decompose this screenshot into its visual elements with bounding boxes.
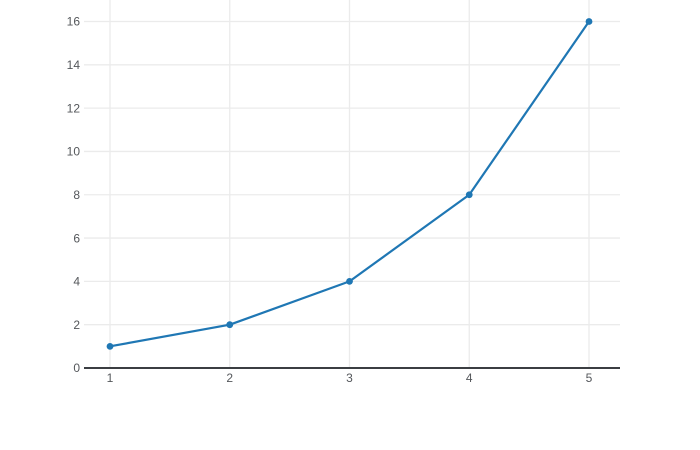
y-tick-label: 2 <box>73 318 80 332</box>
data-point-marker[interactable] <box>226 321 234 329</box>
data-point-marker[interactable] <box>585 18 593 25</box>
y-tick-label: 16 <box>67 15 81 29</box>
y-tick-label: 10 <box>67 145 81 159</box>
data-point-marker[interactable] <box>465 191 473 199</box>
data-point-marker[interactable] <box>106 342 114 350</box>
x-tick-label: 5 <box>586 371 593 385</box>
y-tick-label: 8 <box>73 188 80 202</box>
x-tick-label: 2 <box>226 371 233 385</box>
y-tick-label: 6 <box>73 231 80 245</box>
y-tick-label: 0 <box>73 361 80 375</box>
x-tick-label: 3 <box>346 371 353 385</box>
x-tick-label: 1 <box>107 371 114 385</box>
x-tick-label: 4 <box>466 371 473 385</box>
y-tick-label: 4 <box>73 275 80 289</box>
y-tick-label: 14 <box>67 58 81 72</box>
y-tick-label: 12 <box>67 101 81 115</box>
data-point-marker[interactable] <box>346 277 353 285</box>
